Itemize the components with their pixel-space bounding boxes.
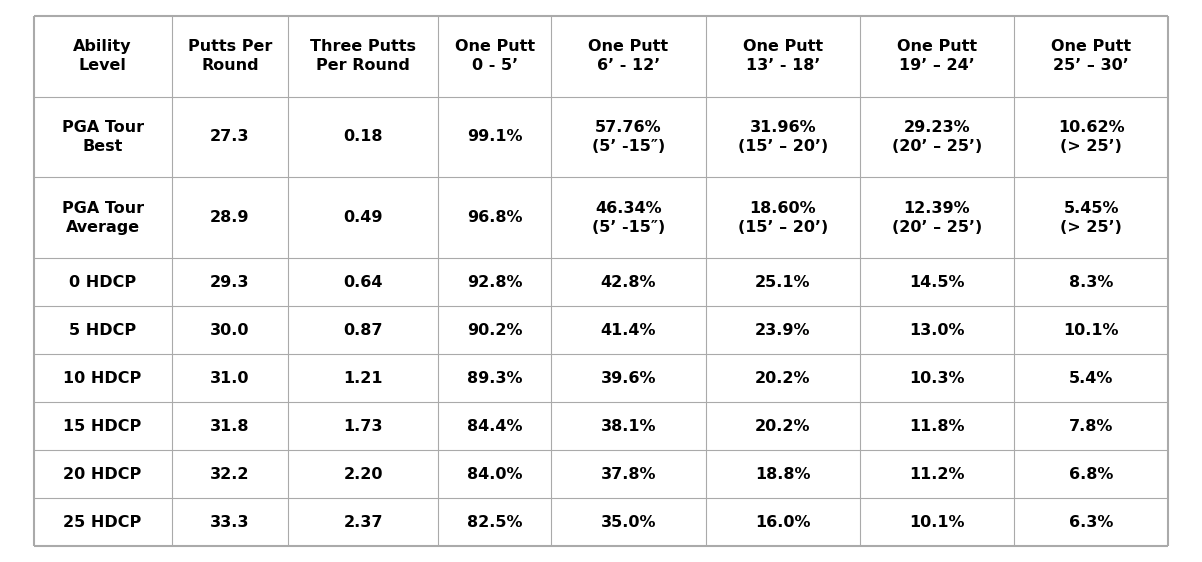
Text: 5.45%
(> 25’): 5.45% (> 25’) — [1060, 201, 1123, 235]
Text: 41.4%: 41.4% — [601, 323, 656, 338]
Text: 15 HDCP: 15 HDCP — [64, 419, 142, 434]
Text: One Putt
19’ – 24’: One Putt 19’ – 24’ — [897, 39, 977, 73]
Text: 2.20: 2.20 — [344, 466, 383, 482]
Text: 38.1%: 38.1% — [601, 419, 656, 434]
Text: One Putt
13’ - 18’: One Putt 13’ - 18’ — [743, 39, 823, 73]
Text: 6.8%: 6.8% — [1069, 466, 1113, 482]
Text: 82.5%: 82.5% — [466, 515, 523, 530]
Text: 96.8%: 96.8% — [466, 210, 523, 225]
Text: 28.9: 28.9 — [210, 210, 250, 225]
Text: 92.8%: 92.8% — [466, 275, 523, 289]
Text: 37.8%: 37.8% — [601, 466, 656, 482]
Text: 18.8%: 18.8% — [755, 466, 810, 482]
Text: 11.2%: 11.2% — [909, 466, 965, 482]
Text: 10 HDCP: 10 HDCP — [64, 371, 142, 386]
Text: 42.8%: 42.8% — [601, 275, 656, 289]
Text: 0.64: 0.64 — [344, 275, 383, 289]
Text: 6.3%: 6.3% — [1069, 515, 1113, 530]
Text: 31.8: 31.8 — [210, 419, 250, 434]
Text: 0.49: 0.49 — [344, 210, 383, 225]
Text: 20.2%: 20.2% — [755, 419, 810, 434]
Text: 31.0: 31.0 — [210, 371, 250, 386]
Text: 29.23%
(20’ – 25’): 29.23% (20’ – 25’) — [892, 120, 982, 154]
Text: 84.0%: 84.0% — [466, 466, 523, 482]
Text: 5.4%: 5.4% — [1069, 371, 1113, 386]
Text: One Putt
0 - 5’: One Putt 0 - 5’ — [454, 39, 535, 73]
Text: 13.0%: 13.0% — [909, 323, 965, 338]
Text: 16.0%: 16.0% — [755, 515, 810, 530]
Text: 14.5%: 14.5% — [909, 275, 965, 289]
Text: Three Putts
Per Round: Three Putts Per Round — [310, 39, 416, 73]
Text: 10.3%: 10.3% — [909, 371, 965, 386]
Text: One Putt
25’ – 30’: One Putt 25’ – 30’ — [1052, 39, 1131, 73]
Text: 39.6%: 39.6% — [601, 371, 656, 386]
Text: 20.2%: 20.2% — [755, 371, 810, 386]
Text: 5 HDCP: 5 HDCP — [69, 323, 136, 338]
Text: 90.2%: 90.2% — [466, 323, 523, 338]
Text: 35.0%: 35.0% — [601, 515, 656, 530]
Text: 84.4%: 84.4% — [466, 419, 523, 434]
Text: 0 HDCP: 0 HDCP — [69, 275, 136, 289]
Text: 0.18: 0.18 — [344, 129, 383, 144]
Text: 18.60%
(15’ – 20’): 18.60% (15’ – 20’) — [738, 201, 828, 235]
Text: 99.1%: 99.1% — [466, 129, 523, 144]
Text: 46.34%
(5’ -15″): 46.34% (5’ -15″) — [591, 201, 665, 235]
Text: 20 HDCP: 20 HDCP — [64, 466, 142, 482]
Text: 7.8%: 7.8% — [1069, 419, 1113, 434]
Text: 12.39%
(20’ – 25’): 12.39% (20’ – 25’) — [892, 201, 982, 235]
Text: 57.76%
(5’ -15″): 57.76% (5’ -15″) — [591, 120, 665, 154]
Text: 33.3: 33.3 — [210, 515, 250, 530]
Text: 89.3%: 89.3% — [466, 371, 523, 386]
Text: 11.8%: 11.8% — [909, 419, 965, 434]
Text: 25.1%: 25.1% — [755, 275, 810, 289]
Text: 1.73: 1.73 — [344, 419, 383, 434]
Text: Ability
Level: Ability Level — [73, 39, 132, 73]
Text: One Putt
6’ - 12’: One Putt 6’ - 12’ — [589, 39, 668, 73]
Text: 1.21: 1.21 — [344, 371, 383, 386]
Text: PGA Tour
Best: PGA Tour Best — [61, 120, 144, 154]
Text: 10.62%
(> 25’): 10.62% (> 25’) — [1058, 120, 1125, 154]
Text: 31.96%
(15’ – 20’): 31.96% (15’ – 20’) — [738, 120, 828, 154]
Text: 25 HDCP: 25 HDCP — [64, 515, 142, 530]
Text: PGA Tour
Average: PGA Tour Average — [61, 201, 144, 235]
Text: 23.9%: 23.9% — [755, 323, 810, 338]
Text: 30.0: 30.0 — [210, 323, 250, 338]
Text: Putts Per
Round: Putts Per Round — [188, 39, 272, 73]
Text: 10.1%: 10.1% — [909, 515, 965, 530]
Text: 27.3: 27.3 — [210, 129, 250, 144]
Text: 2.37: 2.37 — [344, 515, 383, 530]
Text: 32.2: 32.2 — [210, 466, 250, 482]
Text: 29.3: 29.3 — [210, 275, 250, 289]
Text: 8.3%: 8.3% — [1069, 275, 1113, 289]
Text: 10.1%: 10.1% — [1064, 323, 1119, 338]
Text: 0.87: 0.87 — [344, 323, 383, 338]
